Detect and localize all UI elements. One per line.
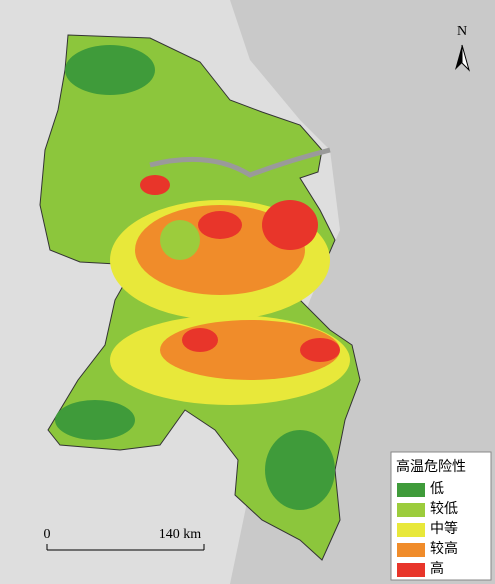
legend-label: 较高 bbox=[430, 540, 458, 557]
scale-bar: 0 140 km bbox=[44, 527, 205, 551]
legend-swatch bbox=[397, 503, 425, 517]
legend-swatch bbox=[397, 543, 425, 557]
legend-label: 较低 bbox=[430, 501, 458, 517]
low-zone bbox=[65, 45, 155, 95]
legend-swatch bbox=[397, 523, 425, 537]
low-zone bbox=[55, 400, 135, 440]
very-high-zone bbox=[262, 200, 318, 250]
arrow-right bbox=[461, 44, 470, 72]
legend-title: 高温危险性 bbox=[396, 458, 466, 475]
legend-swatch bbox=[397, 483, 425, 497]
very-high-zone bbox=[198, 211, 242, 239]
lake bbox=[160, 220, 200, 260]
north-label: N bbox=[457, 24, 467, 39]
legend-label: 中等 bbox=[430, 520, 458, 537]
very-high-zone bbox=[140, 175, 170, 195]
low-zone bbox=[265, 430, 335, 510]
river bbox=[149, 147, 331, 178]
very-high-zone bbox=[300, 338, 340, 362]
legend-label: 高 bbox=[430, 560, 444, 577]
scale-label: 0 bbox=[44, 527, 51, 542]
very-high-zone bbox=[182, 328, 218, 352]
arrow-left bbox=[455, 45, 462, 70]
legend-swatch bbox=[397, 563, 425, 577]
study-region bbox=[39, 34, 361, 561]
north-arrow: N bbox=[455, 24, 470, 72]
legend-label: 低 bbox=[430, 481, 444, 497]
scale-label: 140 km bbox=[159, 527, 202, 542]
